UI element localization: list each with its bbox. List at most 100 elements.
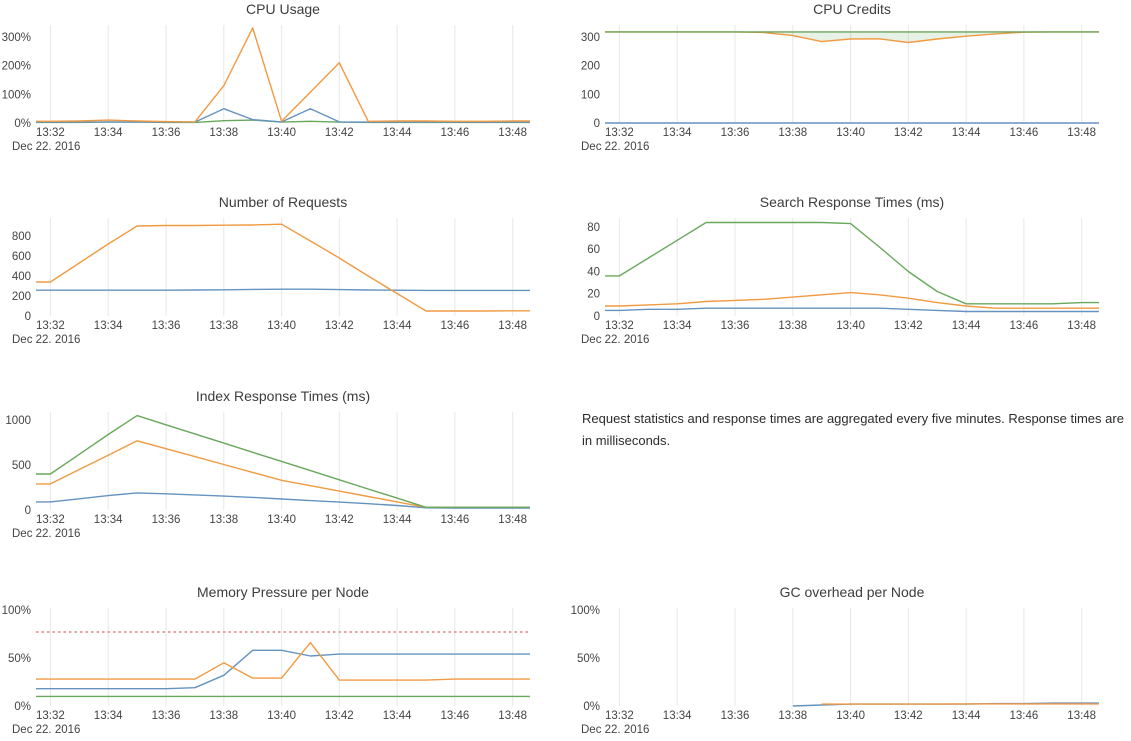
svg-text:200: 200 <box>581 61 600 73</box>
chart-number-of-requests: Number of Requests 13:32 13:34 13:36 13:38 1… <box>0 193 552 348</box>
svg-text:0: 0 <box>25 505 31 517</box>
svg-text:13:32: 13:32 <box>36 320 65 332</box>
svg-text:13:34: 13:34 <box>663 127 692 139</box>
svg-text:13:32: 13:32 <box>605 127 634 139</box>
svg-text:13:32: 13:32 <box>36 514 65 526</box>
svg-text:100: 100 <box>581 89 600 101</box>
svg-text:13:34: 13:34 <box>663 710 692 722</box>
cpu-usage-plot[interactable]: 13:32 13:34 13:36 13:38 13:40 13:42 13:44 13:46… <box>0 21 548 155</box>
svg-text:13:46: 13:46 <box>1010 710 1039 722</box>
chart-gc-overhead: GC overhead per Node 13:32 13:34 13:36 13:3… <box>569 583 1121 738</box>
svg-text:0: 0 <box>25 311 31 323</box>
svg-text:13:40: 13:40 <box>267 710 296 722</box>
svg-text:13:34: 13:34 <box>94 320 123 332</box>
svg-text:13:34: 13:34 <box>94 514 123 526</box>
cpu-credits-plot[interactable]: 13:32 13:34 13:36 13:38 13:40 13:42 13:44 13:46… <box>569 21 1117 155</box>
svg-text:50%: 50% <box>577 653 600 665</box>
svg-text:13:48: 13:48 <box>498 320 527 332</box>
svg-text:Dec 22. 2016: Dec 22. 2016 <box>12 141 80 153</box>
svg-text:13:32: 13:32 <box>36 127 65 139</box>
svg-text:13:34: 13:34 <box>94 127 123 139</box>
svg-text:13:36: 13:36 <box>152 320 181 332</box>
svg-text:13:44: 13:44 <box>952 320 981 332</box>
svg-text:13:36: 13:36 <box>721 127 750 139</box>
svg-text:13:40: 13:40 <box>267 514 296 526</box>
svg-text:100%: 100% <box>571 605 600 617</box>
svg-text:100%: 100% <box>2 605 31 617</box>
svg-text:13:48: 13:48 <box>498 514 527 526</box>
svg-text:13:42: 13:42 <box>894 710 923 722</box>
svg-text:40: 40 <box>587 267 600 279</box>
svg-text:13:42: 13:42 <box>894 127 923 139</box>
svg-text:200%: 200% <box>2 61 31 73</box>
search-response-times-plot[interactable]: 13:32 13:34 13:36 13:38 13:40 13:42 13:44 13:46… <box>569 214 1117 348</box>
svg-text:13:38: 13:38 <box>209 710 238 722</box>
svg-text:Dec 22. 2016: Dec 22. 2016 <box>581 141 649 153</box>
svg-text:13:34: 13:34 <box>94 710 123 722</box>
svg-text:13:46: 13:46 <box>441 127 470 139</box>
svg-text:13:46: 13:46 <box>1010 320 1039 332</box>
svg-text:80: 80 <box>587 222 600 234</box>
svg-text:13:44: 13:44 <box>383 710 412 722</box>
svg-text:13:40: 13:40 <box>267 127 296 139</box>
chart-search-response-times: Search Response Times (ms) 13:32 13:34 13:… <box>569 193 1121 348</box>
svg-text:13:36: 13:36 <box>152 710 181 722</box>
svg-text:13:36: 13:36 <box>721 710 750 722</box>
chart-title-cpu-usage: CPU Usage <box>246 1 320 17</box>
svg-text:13:36: 13:36 <box>721 320 750 332</box>
svg-text:60: 60 <box>587 244 600 256</box>
svg-text:0: 0 <box>594 118 600 130</box>
svg-text:Dec 22. 2016: Dec 22. 2016 <box>12 724 80 736</box>
svg-text:13:48: 13:48 <box>498 127 527 139</box>
svg-text:13:42: 13:42 <box>894 320 923 332</box>
svg-text:13:40: 13:40 <box>836 320 865 332</box>
chart-index-response-times: Index Response Times (ms) 13:32 13:34 13:3… <box>0 387 552 542</box>
svg-text:300%: 300% <box>2 32 31 44</box>
svg-text:Dec 22. 2016: Dec 22. 2016 <box>581 334 649 346</box>
svg-text:100%: 100% <box>2 89 31 101</box>
svg-text:800: 800 <box>12 231 31 243</box>
gc-overhead-plot[interactable]: 13:32 13:34 13:36 13:38 13:40 13:42 13:44 13:46… <box>569 604 1117 738</box>
aggregation-note: Request statistics and response times ar… <box>582 411 1124 448</box>
svg-text:Dec 22. 2016: Dec 22. 2016 <box>12 334 80 346</box>
index-response-times-plot[interactable]: 13:32 13:34 13:36 13:38 13:40 13:42 13:44 13:46… <box>0 408 548 542</box>
chart-title-memory-pressure: Memory Pressure per Node <box>197 584 369 600</box>
svg-text:0%: 0% <box>14 701 31 713</box>
chart-title-search-response-times: Search Response Times (ms) <box>759 194 945 210</box>
svg-text:13:44: 13:44 <box>383 127 412 139</box>
svg-text:13:46: 13:46 <box>441 514 470 526</box>
chart-title-number-of-requests: Number of Requests <box>218 194 348 210</box>
svg-text:1000: 1000 <box>5 415 31 427</box>
chart-title-index-response-times: Index Response Times (ms) <box>195 388 371 404</box>
svg-text:13:38: 13:38 <box>778 127 807 139</box>
svg-text:50%: 50% <box>8 653 31 665</box>
svg-text:13:34: 13:34 <box>663 320 692 332</box>
svg-text:13:38: 13:38 <box>778 710 807 722</box>
svg-text:13:40: 13:40 <box>836 710 865 722</box>
svg-text:13:38: 13:38 <box>209 127 238 139</box>
svg-text:13:32: 13:32 <box>36 710 65 722</box>
svg-text:13:42: 13:42 <box>325 320 354 332</box>
number-of-requests-plot[interactable]: 13:32 13:34 13:36 13:38 13:40 13:42 13:44 13:46… <box>0 214 548 348</box>
svg-text:600: 600 <box>12 251 31 263</box>
svg-text:Dec 22. 2016: Dec 22. 2016 <box>12 528 80 540</box>
svg-text:13:42: 13:42 <box>325 514 354 526</box>
svg-text:300: 300 <box>581 32 600 44</box>
svg-text:13:36: 13:36 <box>152 514 181 526</box>
svg-text:13:32: 13:32 <box>605 710 634 722</box>
svg-text:20: 20 <box>587 289 600 301</box>
svg-text:13:48: 13:48 <box>1067 320 1096 332</box>
svg-text:13:48: 13:48 <box>1067 127 1096 139</box>
svg-text:0: 0 <box>594 311 600 323</box>
svg-text:13:44: 13:44 <box>952 127 981 139</box>
svg-text:13:40: 13:40 <box>836 127 865 139</box>
svg-text:13:46: 13:46 <box>441 320 470 332</box>
svg-text:13:44: 13:44 <box>952 710 981 722</box>
memory-pressure-plot[interactable]: 13:32 13:34 13:36 13:38 13:40 13:42 13:44 13:46… <box>0 604 548 738</box>
svg-text:13:36: 13:36 <box>152 127 181 139</box>
chart-title-gc-overhead: GC overhead per Node <box>779 584 925 600</box>
svg-text:Dec 22. 2016: Dec 22. 2016 <box>581 724 649 736</box>
svg-text:13:44: 13:44 <box>383 320 412 332</box>
chart-memory-pressure: Memory Pressure per Node 13:32 13:34 13:36… <box>0 583 552 738</box>
svg-text:200: 200 <box>12 291 31 303</box>
